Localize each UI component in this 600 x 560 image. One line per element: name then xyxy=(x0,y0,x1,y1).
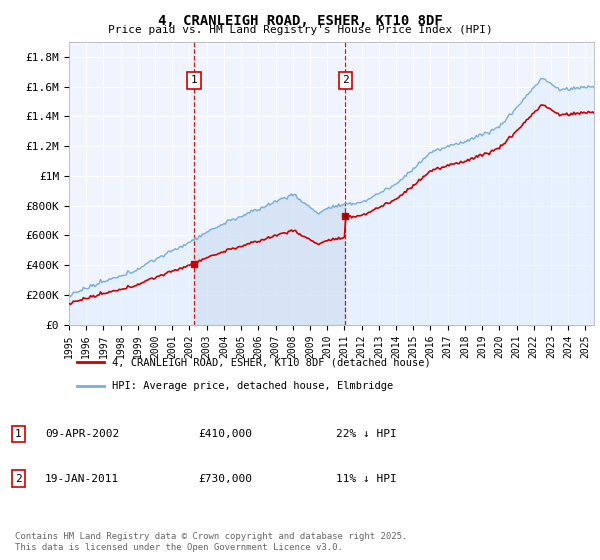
Text: 19-JAN-2011: 19-JAN-2011 xyxy=(45,474,119,484)
Text: 22% ↓ HPI: 22% ↓ HPI xyxy=(336,429,397,439)
Text: Price paid vs. HM Land Registry's House Price Index (HPI): Price paid vs. HM Land Registry's House … xyxy=(107,25,493,35)
Text: 4, CRANLEIGH ROAD, ESHER, KT10 8DF: 4, CRANLEIGH ROAD, ESHER, KT10 8DF xyxy=(158,14,442,28)
Text: HPI: Average price, detached house, Elmbridge: HPI: Average price, detached house, Elmb… xyxy=(112,380,393,390)
Text: 2: 2 xyxy=(15,474,22,484)
Text: 2: 2 xyxy=(342,75,349,85)
Text: Contains HM Land Registry data © Crown copyright and database right 2025.
This d: Contains HM Land Registry data © Crown c… xyxy=(15,532,407,552)
Text: 11% ↓ HPI: 11% ↓ HPI xyxy=(336,474,397,484)
Text: 1: 1 xyxy=(15,429,22,439)
Text: £730,000: £730,000 xyxy=(198,474,252,484)
Text: £410,000: £410,000 xyxy=(198,429,252,439)
Text: 1: 1 xyxy=(191,75,197,85)
Text: 4, CRANLEIGH ROAD, ESHER, KT10 8DF (detached house): 4, CRANLEIGH ROAD, ESHER, KT10 8DF (deta… xyxy=(112,357,431,367)
Text: 09-APR-2002: 09-APR-2002 xyxy=(45,429,119,439)
